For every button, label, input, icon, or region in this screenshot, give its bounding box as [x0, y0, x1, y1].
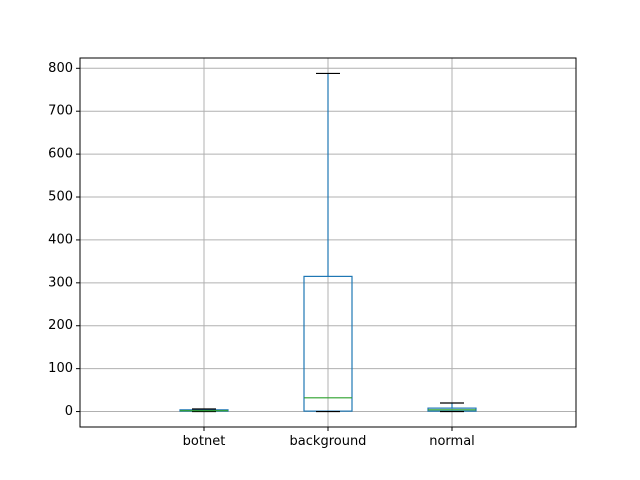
- x-tick-label-background: background: [290, 434, 367, 449]
- y-tick-label: 400: [48, 232, 73, 247]
- y-tick-label: 0: [65, 404, 73, 419]
- y-tick-label: 600: [48, 147, 73, 162]
- y-tick-label: 200: [48, 318, 73, 333]
- y-tick-label: 500: [48, 190, 73, 205]
- y-tick-label: 700: [48, 104, 73, 119]
- y-tick-label: 300: [48, 275, 73, 290]
- x-tick-label-botnet: botnet: [183, 434, 226, 449]
- x-tick-label-normal: normal: [429, 434, 475, 449]
- box-background: [303, 72, 353, 413]
- box-normal: [427, 402, 477, 413]
- box-botnet: [179, 408, 229, 413]
- box-series: [179, 72, 477, 413]
- y-tick-label: 800: [48, 61, 73, 76]
- y-tick-label: 100: [48, 361, 73, 376]
- axes: 0 100 200 300 400 500 600 700 800 botnet backgroun…: [48, 61, 475, 449]
